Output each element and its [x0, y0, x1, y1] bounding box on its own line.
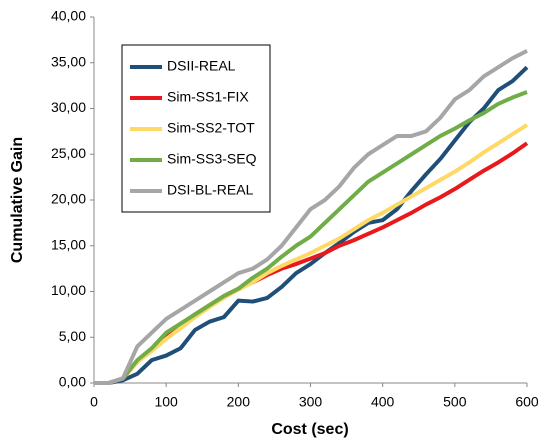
- legend-label: Sim-SS3-SEQ: [167, 151, 257, 167]
- y-tick-label: 35,00: [51, 53, 86, 69]
- y-tick-label: 25,00: [51, 145, 86, 161]
- legend-label: DSI-BL-REAL: [167, 182, 254, 198]
- x-tick-label: 400: [371, 394, 395, 410]
- y-tick-label: 15,00: [51, 236, 86, 252]
- series-line: [94, 90, 528, 385]
- x-axis-title: Cost (sec): [271, 421, 348, 438]
- y-tick-label: 30,00: [51, 99, 86, 115]
- y-tick-label: 0,00: [59, 374, 86, 390]
- legend-label: Sim-SS1-FIX: [167, 89, 249, 105]
- x-tick-label: 600: [515, 394, 539, 410]
- y-tick-label: 20,00: [51, 191, 86, 207]
- x-tick-label: 100: [154, 394, 178, 410]
- x-tick-label: 200: [227, 394, 251, 410]
- series-line: [94, 123, 529, 385]
- legend-label: Sim-SS2-TOT: [167, 120, 255, 136]
- series-line: [94, 65, 529, 385]
- y-tick-label: 40,00: [51, 8, 86, 24]
- x-tick-label: 300: [299, 394, 323, 410]
- x-tick-label: 0: [90, 394, 98, 410]
- y-tick-label: 10,00: [51, 282, 86, 298]
- y-tick-label: 5,00: [59, 328, 86, 344]
- series-line: [94, 49, 528, 385]
- legend-label: DSII-REAL: [167, 58, 236, 74]
- y-axis-title: Cumulative Gain: [9, 137, 26, 263]
- x-tick-label: 500: [443, 394, 467, 410]
